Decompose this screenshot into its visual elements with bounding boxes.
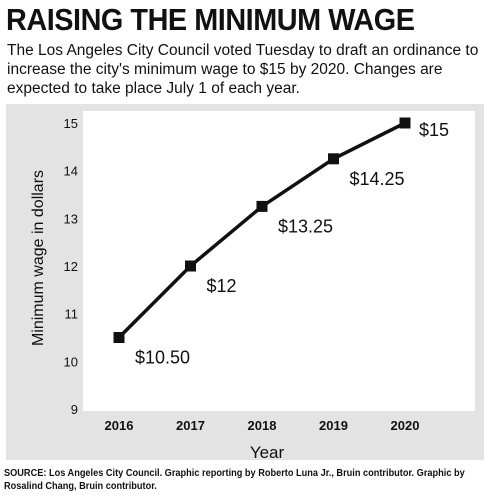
- chart-title: RAISING THE MINIMUM WAGE: [6, 2, 415, 37]
- y-tick-label: 11: [65, 307, 79, 322]
- x-tick-label: 2018: [248, 418, 277, 433]
- x-tick-label: 2019: [319, 418, 348, 433]
- x-tick-group: 2016 2017 2018 2019 2020: [105, 418, 420, 433]
- y-tick-label: 13: [64, 211, 78, 226]
- y-tick-label: 15: [64, 116, 78, 131]
- y-tick-label: 9: [71, 402, 78, 417]
- data-label: $10.50: [135, 348, 190, 368]
- x-tick-label: 2016: [105, 418, 134, 433]
- data-label: $12: [207, 276, 237, 296]
- data-point-marker: [113, 332, 125, 343]
- y-tick-label: 12: [64, 259, 78, 274]
- data-label: $13.25: [278, 216, 333, 236]
- x-tick-label: 2017: [176, 418, 205, 433]
- data-point-marker: [256, 200, 268, 212]
- data-label: $14.25: [350, 169, 405, 189]
- x-axis-label: Year: [250, 443, 285, 462]
- y-tick-label: 10: [64, 354, 78, 369]
- y-tick-group: 9 10 11 12 13 14 15: [64, 116, 78, 417]
- data-label-group: $10.50 $12 $13.25 $14.25 $15: [135, 120, 449, 368]
- y-tick-label: 14: [64, 164, 78, 179]
- y-axis-label: Minimum wage in dollars: [30, 170, 47, 346]
- data-point-marker: [185, 260, 196, 272]
- chart-subtitle: The Los Angeles City Council voted Tuesd…: [7, 42, 479, 97]
- plot-area: [83, 111, 475, 411]
- data-point-marker: [399, 117, 411, 129]
- source-note: SOURCE: Los Angeles City Council. Graphi…: [4, 468, 465, 492]
- marker-group: [113, 117, 411, 343]
- data-point-marker: [328, 153, 339, 165]
- data-label: $15: [419, 120, 449, 140]
- x-tick-label: 2020: [391, 418, 420, 433]
